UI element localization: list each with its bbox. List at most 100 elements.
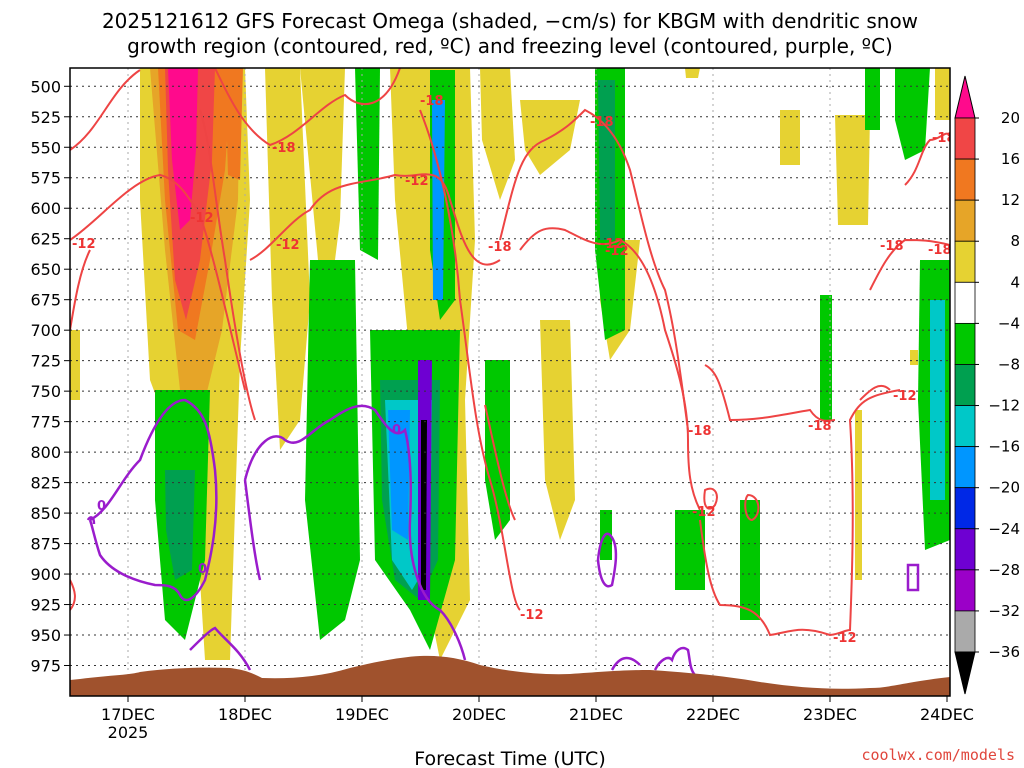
purple-contour-zero [86,516,96,525]
colorbar-tick-label: 8 [1010,232,1020,250]
omega-shade-blue [388,410,410,540]
colorbar-top-arrow [954,75,976,119]
x-year-label: 2025 [108,723,149,742]
y-gridlines [70,85,950,667]
red-contour-minus12-right [699,389,901,637]
colorbar-tick-label: −24 [988,520,1020,538]
omega-shade-yellow [300,68,345,300]
contour-label: -12 [692,505,716,520]
omega-shade-green [820,295,832,420]
colorbar-tick-label: −12 [988,397,1020,415]
colorbar-tick-label: 16 [1001,150,1020,168]
y-tick-label: 925 [30,596,61,615]
contour-label: -18 [928,243,952,258]
plot-area: -18 -12 -18 -12 -18 -12 -18 -12 -18 -12 … [70,68,956,696]
y-tick-label: 850 [30,504,61,523]
freezing-level-contours [86,398,920,676]
colorbar-swatch [954,569,976,612]
contour-label: 0 [97,499,106,514]
colorbar-swatch [954,528,976,571]
y-tick-label: 750 [30,382,61,401]
omega-shade-black [421,420,427,590]
colorbar-tick-label: −8 [998,355,1020,373]
x-tick-label: 18DEC [218,705,272,724]
omega-shade-magenta [168,68,198,230]
colorbar-tick-label: −28 [988,561,1020,579]
colorbar-tick-label: −20 [988,479,1020,497]
colorbar-swatch [954,405,976,448]
omega-shading [70,68,950,660]
y-tick-label: 975 [30,657,61,676]
y-tick-label: 525 [30,108,61,127]
red-contour-small-loop [703,487,760,522]
red-contour-minus18-right [704,132,950,422]
colorbar-tick-label: 20 [1001,109,1020,127]
purple-contour-zero [596,532,618,588]
y-tick-label: 575 [30,169,61,188]
omega-shade-green [305,260,360,640]
contour-label: -18 [590,115,614,130]
red-contour-minus12-south [70,579,76,611]
y-tick-label: 950 [30,626,61,645]
colorbar-tick-label: −16 [988,438,1020,456]
omega-shade-yellow [265,68,310,450]
omega-shade-yellow [540,320,575,540]
contour-label: -12 [833,631,857,646]
dgz-contours [70,68,950,637]
contour-label: 0 [198,562,207,577]
contour-labels: -18 -12 -18 -12 -18 -12 -18 -12 -18 -12 … [72,94,956,646]
x-tick-label: 19DEC [335,705,389,724]
purple-contour-zero [189,626,252,671]
omega-shade-cyan [930,300,945,500]
contour-label: 0 [392,423,401,438]
colorbar-tick-label: −36 [988,643,1020,661]
contour-label: -12 [276,238,300,253]
chart-title-line1: 2025121612 GFS Forecast Omega (shaded, −… [102,9,918,33]
omega-shade-yellow [685,68,700,78]
x-tick-label: 17DEC [101,705,155,724]
omega-shade-green [675,510,705,590]
y-tick-label: 600 [30,199,61,218]
red-contour-minus12-mid [484,404,516,521]
omega-shade-yellow [480,68,515,200]
colorbar-swatch [954,364,976,406]
x-tick-label: 23DEC [803,705,857,724]
plot-frame [69,67,951,697]
y-tick-label: 900 [30,565,61,584]
colorbar-swatch [954,610,976,653]
red-contour-minus18 [70,68,401,151]
omega-shade-green [895,68,930,160]
colorbar-swatch [954,240,976,283]
contour-label: -18 [420,94,444,109]
credit-text[interactable]: coolwx.com/models [861,746,1015,764]
omega-shade-green [740,500,760,620]
contour-label: -18 [688,424,712,439]
contour-label: -12 [72,237,96,252]
colorbar-swatch [954,158,976,201]
omega-shade-teal [598,80,615,240]
red-contour-minus12 [70,173,501,391]
omega-shade-yellow [855,410,862,580]
y-tick-label: 650 [30,260,61,279]
x-axis: 17DEC 18DEC 19DEC 20DEC 21DEC 22DEC 23DEC 24DEC [101,696,974,724]
omega-shade-blue [432,100,445,300]
x-tick-label: 22DEC [686,705,740,724]
colorbar-swatch [954,199,976,242]
omega-shade-orange [225,68,243,180]
y-tick-label: 550 [30,138,61,157]
omega-shade-yellow [70,330,80,400]
y-tick-label: 875 [30,535,61,554]
contour-label: -18 [932,131,956,146]
omega-shade-green [865,68,880,130]
colorbar-bottom-arrow [954,651,976,695]
contour-label: -12 [893,389,917,404]
purple-contour-zero [88,398,218,602]
y-tick-label: 825 [30,474,61,493]
y-tick-label: 775 [30,413,61,432]
purple-contour-zero [243,404,467,661]
terrain-ground [70,655,950,696]
purple-contour-zero [906,563,920,592]
contour-label: -12 [190,211,214,226]
colorbar-swatch [954,117,976,160]
omega-shade-yellow [910,350,918,365]
